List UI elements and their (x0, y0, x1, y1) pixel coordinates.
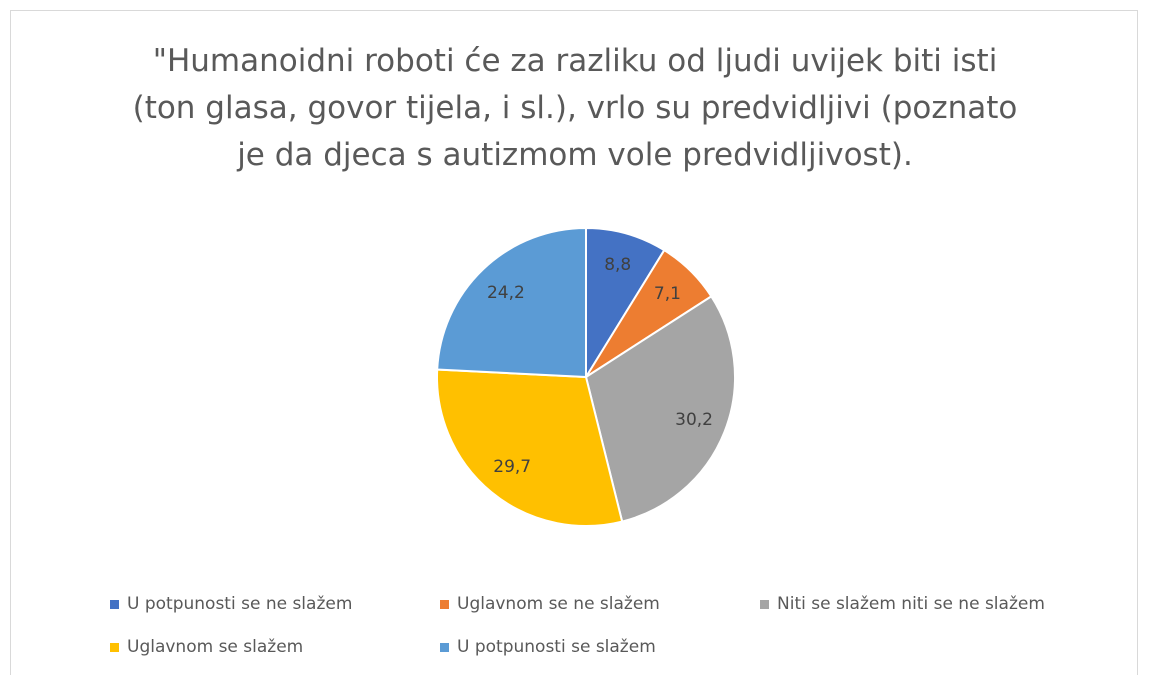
data-label: 30,2 (675, 410, 713, 430)
legend-label: Uglavnom se ne slažem (457, 594, 660, 614)
data-label: 7,1 (654, 284, 681, 304)
legend-item: Uglavnom se slažem (110, 637, 303, 657)
legend-item: Uglavnom se ne slažem (440, 594, 660, 614)
legend-swatch (440, 599, 449, 609)
legend-label: U potpunosti se ne slažem (127, 594, 353, 614)
pie-slice (436, 368, 624, 527)
chart-frame (10, 10, 1138, 675)
legend-swatch (110, 642, 119, 652)
legend-swatch (440, 642, 449, 652)
legend-label: Niti se slažem niti se ne slažem (777, 594, 1045, 614)
data-label: 29,7 (493, 457, 531, 477)
legend-item: Niti se slažem niti se ne slažem (760, 594, 1045, 614)
legend-label: Uglavnom se slažem (127, 637, 304, 657)
data-label: 24,2 (487, 283, 525, 303)
pie-slice (584, 294, 736, 523)
legend-item: U potpunosti se slažem (440, 637, 656, 657)
legend-swatch (110, 599, 119, 609)
legend-item: U potpunosti se ne slažem (110, 594, 352, 614)
legend-label: U potpunosti se slažem (457, 637, 656, 657)
chart-title: "Humanoidni roboti će za razliku od ljud… (132, 43, 1018, 173)
data-label: 8,8 (604, 255, 631, 275)
pie-slice (436, 226, 587, 379)
legend-swatch (760, 599, 769, 609)
pie-slice (585, 226, 666, 381)
